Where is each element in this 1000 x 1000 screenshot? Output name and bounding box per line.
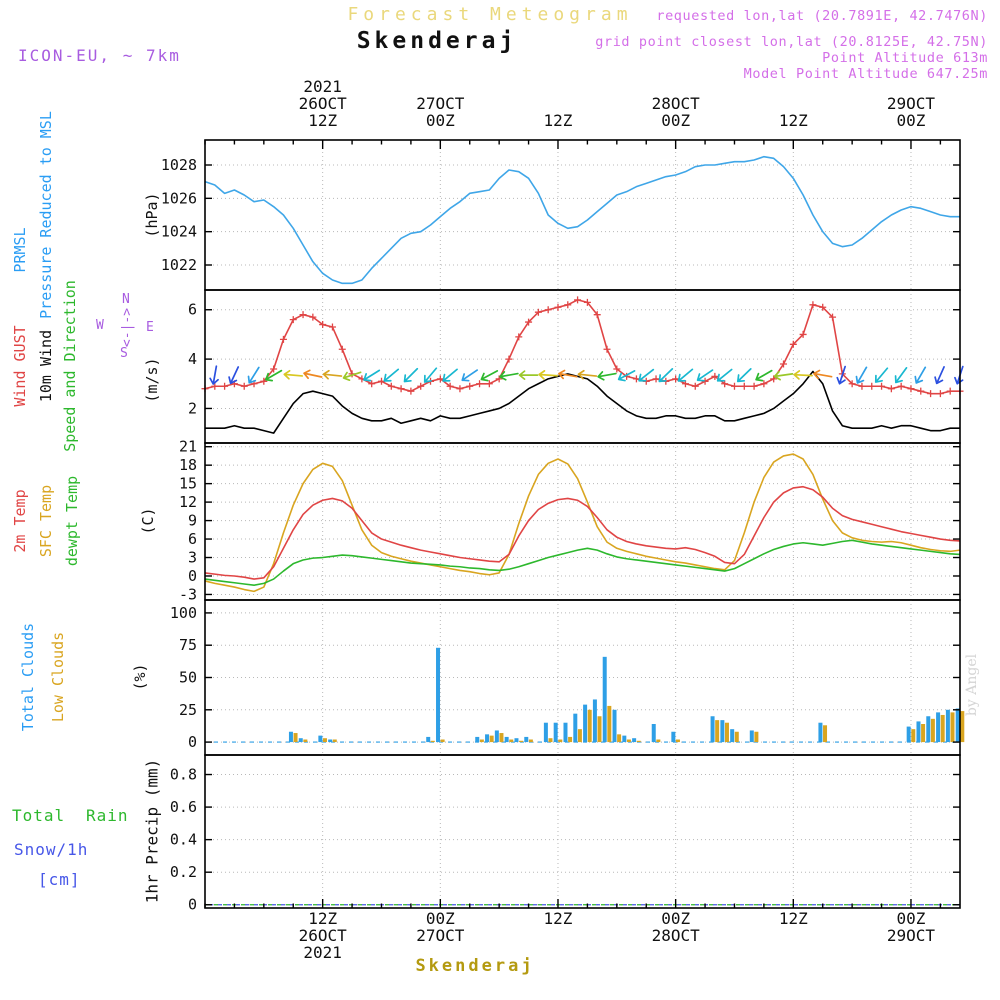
svg-text:2021: 2021 xyxy=(303,943,342,962)
svg-text:1024: 1024 xyxy=(161,223,197,241)
label-hpa-units: (hPa) xyxy=(143,192,161,238)
label-c-units: (C) xyxy=(139,507,157,535)
svg-text:25: 25 xyxy=(179,701,197,719)
label-1hr-precip-mm: 1hr Precip (mm) xyxy=(142,758,162,904)
svg-text:29OCT: 29OCT xyxy=(887,94,936,113)
svg-text:0.6: 0.6 xyxy=(170,798,197,816)
svg-text:29OCT: 29OCT xyxy=(887,926,936,945)
svg-text:27OCT: 27OCT xyxy=(416,94,465,113)
svg-text:1028: 1028 xyxy=(161,156,197,174)
label-total-clouds: Total Clouds xyxy=(19,622,37,732)
svg-text:50: 50 xyxy=(179,669,197,687)
svg-text:12Z: 12Z xyxy=(544,111,573,130)
svg-text:100: 100 xyxy=(170,604,197,622)
svg-text:1022: 1022 xyxy=(161,256,197,274)
label-wind-gust: Wind GUST xyxy=(11,325,29,407)
svg-text:00Z: 00Z xyxy=(661,111,690,130)
svg-text:18: 18 xyxy=(179,456,197,474)
footer-station: Skenderaj xyxy=(415,956,535,976)
label-rain: Rain xyxy=(86,806,129,825)
svg-text:9: 9 xyxy=(188,512,197,530)
svg-text:0: 0 xyxy=(188,896,197,914)
label-low-clouds: Low Clouds xyxy=(49,631,67,723)
page-title: Forecast Meteogram xyxy=(347,4,633,25)
watermark: by Angel xyxy=(964,653,980,717)
svg-text:12Z: 12Z xyxy=(779,909,808,928)
meta-model-point-altitude: Model Point Altitude 647.25m xyxy=(743,66,988,82)
svg-text:0: 0 xyxy=(188,567,197,585)
svg-text:75: 75 xyxy=(179,636,197,654)
svg-text:26OCT: 26OCT xyxy=(299,94,348,113)
compass-arrows-icon: <-|-> xyxy=(120,307,136,348)
svg-text:0.8: 0.8 xyxy=(170,766,197,784)
svg-text:00Z: 00Z xyxy=(897,111,926,130)
svg-text:12Z: 12Z xyxy=(308,111,337,130)
svg-text:3: 3 xyxy=(188,549,197,567)
svg-text:00Z: 00Z xyxy=(426,909,455,928)
label-total-precip: Total xyxy=(12,806,66,825)
svg-text:6: 6 xyxy=(188,530,197,548)
label-10m-wind: 10m Wind xyxy=(37,329,55,403)
label-speed-direction: Speed and Direction xyxy=(61,280,79,452)
svg-text:1026: 1026 xyxy=(161,189,197,207)
label-pressure-reduced-msl: Pressure Reduced to MSL xyxy=(37,111,55,319)
svg-text:0.2: 0.2 xyxy=(170,863,197,881)
model-label: ICON-EU, ~ 7km xyxy=(18,46,181,65)
svg-text:12Z: 12Z xyxy=(779,111,808,130)
svg-text:28OCT: 28OCT xyxy=(652,94,701,113)
compass-south: S xyxy=(120,346,128,361)
svg-text:00Z: 00Z xyxy=(426,111,455,130)
label-dewpt-temp: dewpt Temp xyxy=(63,475,81,567)
svg-text:26OCT: 26OCT xyxy=(299,926,348,945)
wind-compass: N W E S <-|-> xyxy=(96,292,160,362)
svg-text:2: 2 xyxy=(188,399,197,417)
label-ms-units: (m/s) xyxy=(143,357,161,403)
label-2m-temp: 2m Temp xyxy=(11,489,29,553)
svg-text:0.4: 0.4 xyxy=(170,831,197,849)
compass-north: N xyxy=(122,292,130,307)
svg-text:12Z: 12Z xyxy=(544,909,573,928)
svg-text:6: 6 xyxy=(188,301,197,319)
meta-requested-lonlat: requested lon,lat (20.7891E, 42.7476N) xyxy=(656,8,988,24)
station-title: Skenderaj xyxy=(356,28,518,54)
svg-text:0: 0 xyxy=(188,733,197,751)
svg-text:-3: -3 xyxy=(179,585,197,603)
svg-text:12Z: 12Z xyxy=(308,909,337,928)
meta-point-altitude: Point Altitude 613m xyxy=(822,50,988,66)
svg-text:4: 4 xyxy=(188,350,197,368)
label-percent-units: (%) xyxy=(131,663,149,691)
svg-text:00Z: 00Z xyxy=(897,909,926,928)
svg-text:15: 15 xyxy=(179,475,197,493)
compass-east: E xyxy=(146,320,154,335)
svg-text:12: 12 xyxy=(179,493,197,511)
svg-text:27OCT: 27OCT xyxy=(416,926,465,945)
label-sfc-temp: SFC Temp xyxy=(37,484,55,558)
svg-text:00Z: 00Z xyxy=(661,909,690,928)
label-cm-units: [cm] xyxy=(38,870,81,889)
meta-gridpoint-lonlat: grid point closest lon,lat (20.8125E, 42… xyxy=(595,34,988,50)
compass-west: W xyxy=(96,318,104,333)
label-snow-1h: Snow/1h xyxy=(14,840,89,859)
svg-text:21: 21 xyxy=(179,438,197,456)
label-prmsl: PRMSL xyxy=(11,227,29,273)
svg-text:28OCT: 28OCT xyxy=(652,926,701,945)
svg-text:2021: 2021 xyxy=(303,77,342,96)
